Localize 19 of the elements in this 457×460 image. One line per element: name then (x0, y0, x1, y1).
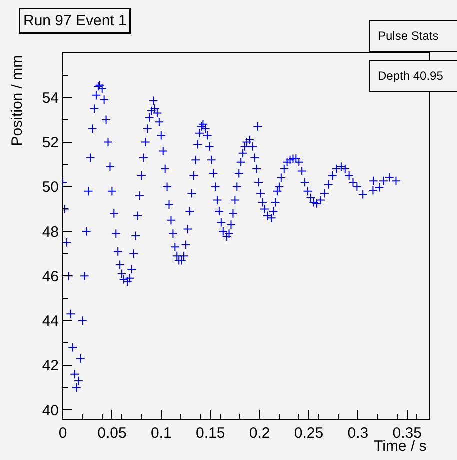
y-tick-label: 54 (42, 90, 59, 107)
x-tick-label: 0.15 (196, 425, 226, 442)
annotation: Depth 40.95 (378, 69, 444, 83)
y-tick-label: 52 (42, 134, 59, 152)
y-tick-label: 40 (42, 402, 59, 420)
text: Pulse Stats (378, 29, 439, 43)
y-tick-label: 48 (42, 224, 59, 241)
y-tick-label: 44 (42, 313, 59, 330)
chart-title: Run 97 Event 1 (24, 12, 127, 30)
x-tick-label: 0.1 (150, 425, 172, 442)
y-tick-label: 46 (42, 268, 59, 286)
y-axis-title: Position / mm (9, 55, 26, 146)
y-tick-label: 50 (42, 179, 59, 196)
y-tick-label: 42 (42, 358, 59, 375)
x-tick-label: 0.25 (294, 425, 324, 442)
x-tick-label: 0.2 (249, 425, 270, 442)
x-tick-label: 0.3 (348, 425, 369, 442)
x-tick-label: 0.05 (98, 425, 127, 442)
x-tick-label: 0 (58, 425, 68, 442)
